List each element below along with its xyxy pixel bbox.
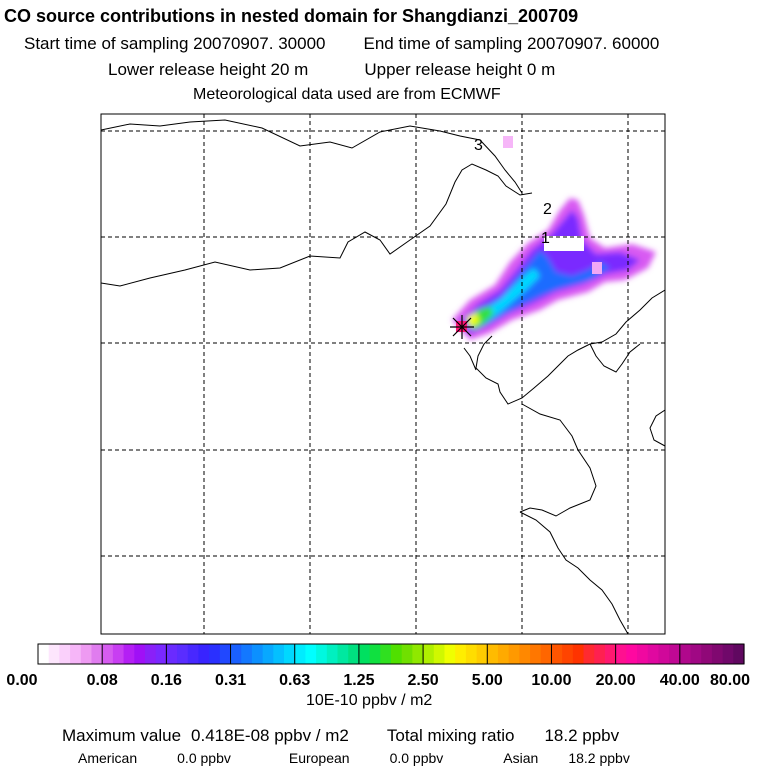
plume-patch [592, 262, 602, 274]
lower-release-label: Lower release height 20 m [108, 60, 309, 79]
coastline-bohai [475, 289, 665, 405]
concentration-plume [452, 136, 656, 340]
plume-band-yellow [466, 312, 480, 328]
station-star-icon [450, 315, 474, 339]
region-name: European [288, 750, 350, 766]
marker-3: 3 [474, 137, 483, 154]
upper-release-label: Upper release height 0 m [364, 60, 556, 79]
legend-units: 10E-10 ppbv / m2 [306, 692, 433, 709]
release-height-line: Lower release height 20 m Upper release h… [108, 60, 555, 80]
plot-title: CO source contributions in nested domain… [4, 6, 579, 26]
max-value-label: Maximum value [62, 726, 182, 745]
station-marker [450, 315, 474, 339]
border-north [101, 119, 523, 194]
plume-isolated-patch [503, 136, 513, 148]
region-value: 18.2 ppbv [568, 750, 630, 766]
region-name: American [78, 750, 138, 766]
summary-regions-line: American 0.0 ppbv European 0.0 ppbv Asian 18.… [78, 750, 630, 766]
coastline-korea-bay [589, 343, 641, 373]
coastline-shandong [519, 403, 597, 517]
plume-gap [544, 236, 584, 251]
lat-lon-grid [101, 114, 665, 634]
start-time-label: Start time of sampling 20070907. 30000 [24, 34, 326, 53]
max-value: 0.418E-08 ppbv / m2 [191, 726, 349, 745]
marker-1: 1 [541, 230, 550, 247]
marker-2: 2 [543, 201, 552, 218]
coastline-korea [649, 409, 665, 447]
coastlines-borders [101, 119, 665, 634]
coastline-south [519, 511, 629, 634]
region-value: 0.0 ppbv [389, 750, 444, 766]
region-value: 0.0 ppbv [177, 750, 231, 766]
summary-max-line: Maximum value 0.418E-08 ppbv / m2 Total mi… [62, 726, 619, 746]
border-central [101, 163, 533, 287]
coastline-peninsula [463, 347, 477, 371]
region-name: Asian [503, 750, 539, 766]
total-mixing-value: 18.2 ppbv [544, 726, 620, 745]
met-data-label: Meteorological data used are from ECMWF [193, 86, 501, 103]
end-time-label: End time of sampling 20070907. 60000 [363, 34, 660, 53]
map-frame [100, 113, 666, 635]
total-mixing-label: Total mixing ratio [386, 726, 515, 745]
sampling-time-line: Start time of sampling 20070907. 30000 En… [24, 34, 659, 54]
